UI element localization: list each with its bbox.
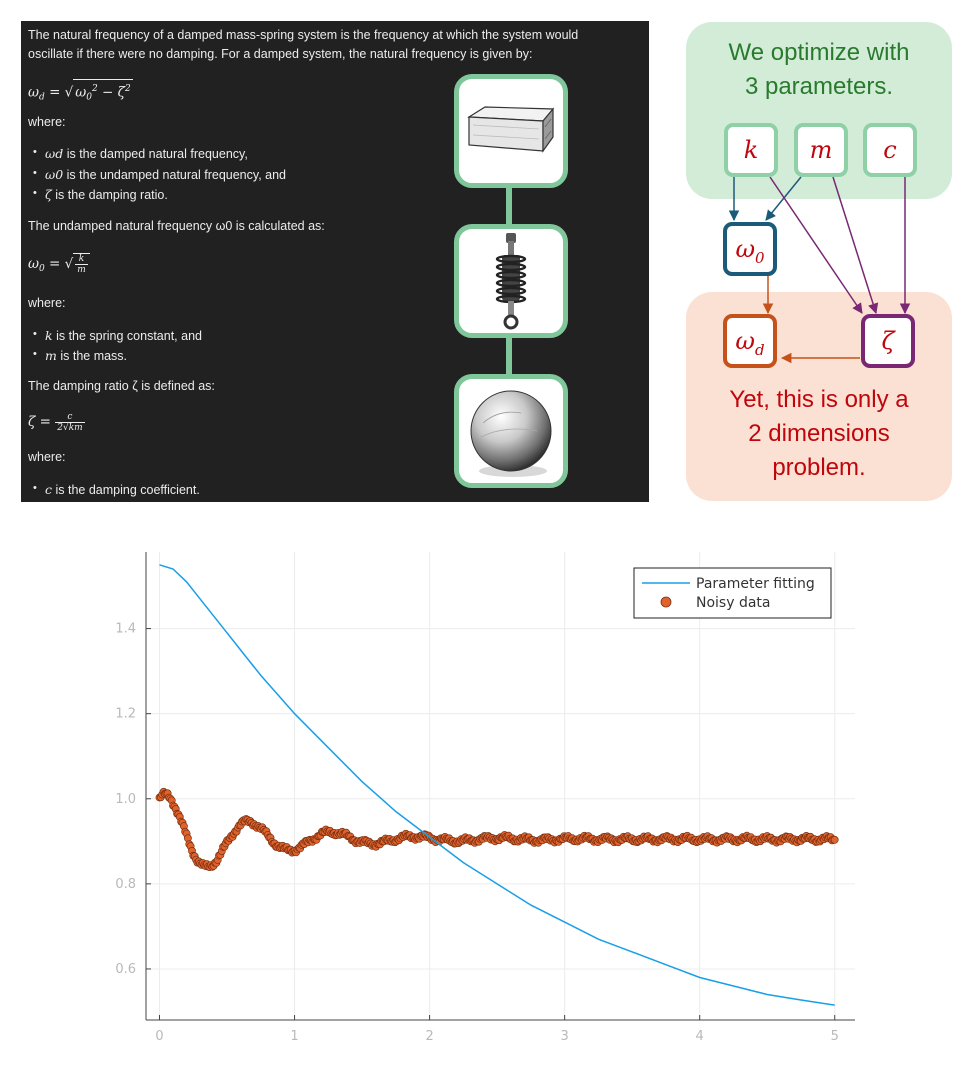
- grid: [146, 552, 855, 1020]
- where-label-1: where:: [28, 115, 66, 129]
- ticks: 0 1 2 3 4 5 0.6 0.8 1.0 1.2 1.4: [115, 622, 839, 1044]
- data-point: [830, 835, 839, 844]
- bullet-symbol: m: [45, 348, 57, 363]
- x-tick-label: 4: [696, 1029, 704, 1044]
- explanation-panel: The natural frequency of a damped mass-s…: [21, 21, 649, 502]
- x-tick-label: 1: [290, 1029, 298, 1044]
- bullet-dot: •: [33, 482, 37, 494]
- node-subscript: d: [754, 341, 765, 359]
- equation-damping-ratio: ζ = c 2√km: [28, 412, 85, 433]
- mass-block-card: [454, 74, 568, 188]
- x-tick-label: 3: [561, 1029, 569, 1044]
- bullet-text: is the undamped natural frequency, and: [66, 168, 287, 182]
- intro-text-line-2: oscillate if there were no damping. For …: [28, 47, 533, 61]
- bullet-symbol: c: [45, 482, 53, 497]
- bullet-symbol: ω0: [45, 167, 64, 182]
- caption-line: Yet, this is only a: [729, 386, 909, 413]
- parameter-fitting-line: [159, 564, 835, 1006]
- arrow-m-to-omega0: [765, 176, 802, 221]
- y-tick-label: 1.2: [115, 707, 136, 722]
- bullet-omega-0: ω0 is the undamped natural frequency, an…: [45, 166, 286, 184]
- bullet-text: is the damping coefficient.: [55, 483, 200, 497]
- bullet-omega-d: ωd is the damped natural frequency,: [45, 145, 248, 163]
- node-symbol: ω: [735, 235, 756, 263]
- legend-label-fit: Parameter fitting: [696, 576, 815, 592]
- x-tick-label: 0: [155, 1029, 163, 1044]
- y-tick-label: 1.0: [115, 792, 136, 807]
- legend-label-data: Noisy data: [696, 595, 771, 611]
- caption-line: problem.: [772, 454, 866, 481]
- where-label-3: where:: [28, 450, 66, 464]
- bullet-text: is the damping ratio.: [55, 188, 168, 202]
- arrow-k-to-zeta: [769, 176, 863, 314]
- parameter-dependency-diagram: We optimize with 3 parameters. k m c ω0 …: [686, 22, 952, 502]
- optimize-caption: We optimize with 3 parameters.: [686, 36, 952, 104]
- arrow-m-to-zeta: [832, 176, 879, 315]
- bullet-dot: •: [33, 146, 37, 158]
- sphere-card: [454, 374, 568, 488]
- bullet-symbol: k: [45, 328, 53, 343]
- bullet-text: is the spring constant, and: [56, 329, 202, 343]
- intro-text-line-1: The natural frequency of a damped mass-s…: [28, 28, 579, 42]
- bullet-text: is the mass.: [60, 349, 128, 363]
- bullet-symbol: ζ: [45, 187, 52, 202]
- x-tick-label: 2: [425, 1029, 433, 1044]
- fit-chart: 0 1 2 3 4 5 0.6 0.8 1.0 1.2 1.4 Parameter fitting …: [0, 540, 966, 1080]
- node-omegad: ωd: [723, 314, 777, 368]
- chart-svg: 0 1 2 3 4 5 0.6 0.8 1.0 1.2 1.4 Parameter fitting …: [115, 552, 855, 1044]
- bullet-m: m is the mass.: [45, 347, 127, 365]
- x-tick-label: 5: [831, 1029, 839, 1044]
- diagram-arrows: [728, 176, 911, 364]
- caption-line: 2 dimensions: [748, 420, 890, 447]
- node-omega0: ω0: [723, 222, 777, 276]
- bullet-dot: •: [33, 328, 37, 340]
- caption-line: 3 parameters.: [744, 73, 894, 100]
- noisy-data-points: [155, 787, 839, 871]
- bullet-k: k is the spring constant, and: [45, 327, 202, 345]
- spring-icon: [495, 233, 527, 330]
- legend-box: [633, 567, 832, 619]
- node-m: m: [794, 123, 848, 177]
- axes: [145, 552, 855, 1021]
- bullet-zeta: ζ is the damping ratio.: [45, 186, 168, 204]
- mass-block-icon: [467, 106, 555, 153]
- caption-line: We optimize with: [728, 39, 910, 66]
- dimensions-caption: Yet, this is only a 2 dimensions problem…: [686, 383, 952, 485]
- node-zeta: ζ: [861, 314, 915, 368]
- node-k: k: [724, 123, 778, 177]
- bullet-dot: •: [33, 187, 37, 199]
- damping-ratio-text: The damping ratio ζ is defined as:: [28, 379, 215, 393]
- y-tick-label: 1.4: [115, 622, 136, 637]
- equation-damped-frequency: ωd = √ ω02 − ζ2: [28, 79, 133, 107]
- node-c: c: [863, 123, 917, 177]
- y-tick-label: 0.6: [115, 962, 136, 977]
- undamped-frequency-text: The undamped natural frequency ω0 is cal…: [28, 219, 325, 233]
- card-connector: [506, 337, 512, 377]
- equation-undamped-frequency: ω0 = √ k m: [28, 253, 90, 278]
- y-tick-label: 0.8: [115, 877, 136, 892]
- node-subscript: 0: [755, 249, 765, 267]
- node-symbol: ω: [735, 327, 755, 355]
- bullet-dot: •: [33, 167, 37, 179]
- legend: Parameter fitting Noisy data: [633, 567, 832, 619]
- bullet-c: c is the damping coefficient.: [45, 481, 200, 499]
- spring-card: [454, 224, 568, 338]
- sphere-icon: [470, 390, 552, 477]
- legend-marker-swatch: [660, 596, 672, 608]
- bullet-dot: •: [33, 348, 37, 360]
- card-connector: [506, 187, 512, 227]
- bullet-symbol: ωd: [45, 146, 64, 161]
- where-label-2: where:: [28, 296, 66, 310]
- bullet-text: is the damped natural frequency,: [66, 147, 248, 161]
